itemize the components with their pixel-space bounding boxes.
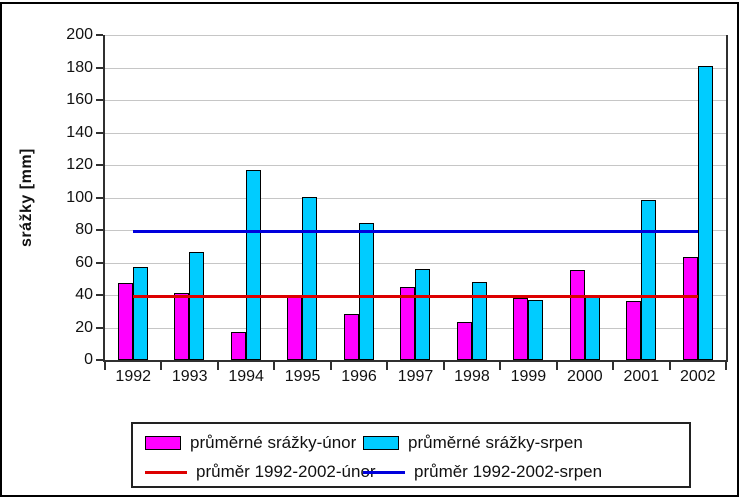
legend-swatch-srpen	[363, 436, 399, 450]
bar-srpen-2000	[584, 296, 600, 360]
y-tick-40	[96, 294, 103, 296]
x-tick-9	[612, 362, 615, 370]
legend-entry-unor: průměrné srážky-únor	[145, 433, 356, 453]
bar-unor-1994	[230, 332, 246, 360]
x-tick-6	[442, 362, 445, 370]
gridline-60	[105, 262, 726, 264]
bar-srpen-1993	[189, 252, 205, 360]
legend: průměrné srážky-únor průměrné srážky-srp…	[131, 422, 691, 488]
legend-label-unor: průměrné srážky-únor	[190, 433, 357, 452]
plot-area	[103, 35, 728, 362]
legend-label-avg-unor: průměr 1992-2002-únor	[196, 462, 376, 481]
bar-srpen-1994	[245, 169, 261, 360]
x-label-1994: 1994	[228, 368, 264, 385]
x-tick-2	[216, 362, 219, 370]
bar-unor-2002	[682, 257, 698, 360]
x-tick-7	[499, 362, 502, 370]
legend-line-avg-srpen	[363, 470, 405, 474]
x-tick-8	[555, 362, 558, 370]
bar-srpen-1997	[415, 268, 431, 360]
x-label-2002: 2002	[679, 368, 716, 385]
y-tick-label-120: 120	[66, 156, 93, 173]
gridline-160	[105, 100, 726, 101]
y-tick-100	[96, 196, 103, 199]
x-tick-4	[329, 362, 332, 370]
gridline-100	[105, 197, 726, 199]
x-label-1992: 1992	[115, 368, 152, 385]
y-tick-label-0: 0	[84, 351, 93, 368]
bar-srpen-1998	[471, 281, 487, 360]
x-label-2001: 2001	[623, 368, 660, 385]
y-tick-180	[96, 66, 103, 69]
y-tick-60	[96, 261, 103, 264]
y-tick-200	[96, 34, 103, 36]
y-tick-label-180: 180	[66, 58, 93, 76]
legend-line-avg-unor	[145, 470, 187, 474]
legend-entry-avg-srpen: průměr 1992-2002-srpen	[363, 462, 602, 482]
bar-unor-1997	[400, 286, 416, 360]
bar-unor-1995	[287, 294, 303, 360]
bar-srpen-1999	[528, 299, 544, 360]
y-tick-label-40: 40	[75, 286, 93, 303]
x-tick-3	[273, 362, 276, 370]
gridline-140	[105, 132, 726, 134]
bar-unor-1998	[456, 322, 472, 360]
y-tick-label-160: 160	[66, 91, 93, 108]
x-label-1993: 1993	[171, 368, 208, 385]
y-tick-label-200: 200	[66, 26, 93, 43]
x-label-1998: 1998	[454, 368, 490, 385]
legend-entry-srpen: průměrné srážky-srpen	[363, 433, 583, 453]
bar-srpen-1992	[133, 267, 148, 360]
bar-srpen-2001	[641, 200, 657, 360]
x-tick-0	[104, 362, 106, 370]
bar-unor-1996	[343, 314, 359, 360]
x-label-1996: 1996	[341, 368, 377, 385]
bar-srpen-2002	[697, 65, 713, 360]
x-label-1995: 1995	[284, 368, 321, 385]
y-tick-160	[96, 99, 103, 101]
y-axis-title: srážky [mm]	[18, 148, 35, 247]
x-tick-11	[725, 362, 727, 370]
x-label-2000: 2000	[567, 368, 603, 385]
y-tick-label-100: 100	[66, 188, 93, 206]
legend-swatch-unor	[145, 436, 181, 450]
bar-unor-1999	[513, 297, 529, 360]
y-tick-label-80: 80	[75, 221, 93, 238]
bar-unor-2000	[569, 270, 585, 360]
x-tick-5	[386, 362, 389, 370]
x-label-1997: 1997	[397, 368, 434, 385]
legend-entry-avg-unor: průměr 1992-2002-únor	[145, 462, 376, 482]
gridline-180	[105, 67, 726, 69]
bar-srpen-1996	[358, 223, 374, 360]
gridline-120	[105, 165, 726, 166]
y-tick-label-20: 20	[75, 318, 93, 336]
bar-unor-1993	[174, 293, 190, 360]
avg-line-unor	[133, 294, 698, 298]
legend-label-srpen: průměrné srážky-srpen	[408, 433, 583, 452]
y-tick-140	[96, 131, 103, 134]
y-tick-0	[96, 359, 103, 361]
x-tick-10	[668, 362, 671, 370]
avg-line-srpen	[133, 229, 698, 233]
legend-label-avg-srpen: průměr 1992-2002-srpen	[414, 462, 603, 481]
bar-unor-2001	[626, 301, 642, 360]
y-tick-120	[96, 164, 103, 166]
x-tick-1	[160, 362, 163, 370]
bar-srpen-1995	[302, 197, 318, 360]
y-tick-20	[96, 326, 103, 329]
bar-unor-1992	[118, 283, 133, 360]
y-tick-label-140: 140	[66, 123, 93, 141]
y-tick-80	[96, 229, 103, 231]
x-label-1999: 1999	[510, 368, 547, 385]
gridline-200	[105, 35, 726, 36]
y-tick-label-60: 60	[75, 253, 93, 271]
